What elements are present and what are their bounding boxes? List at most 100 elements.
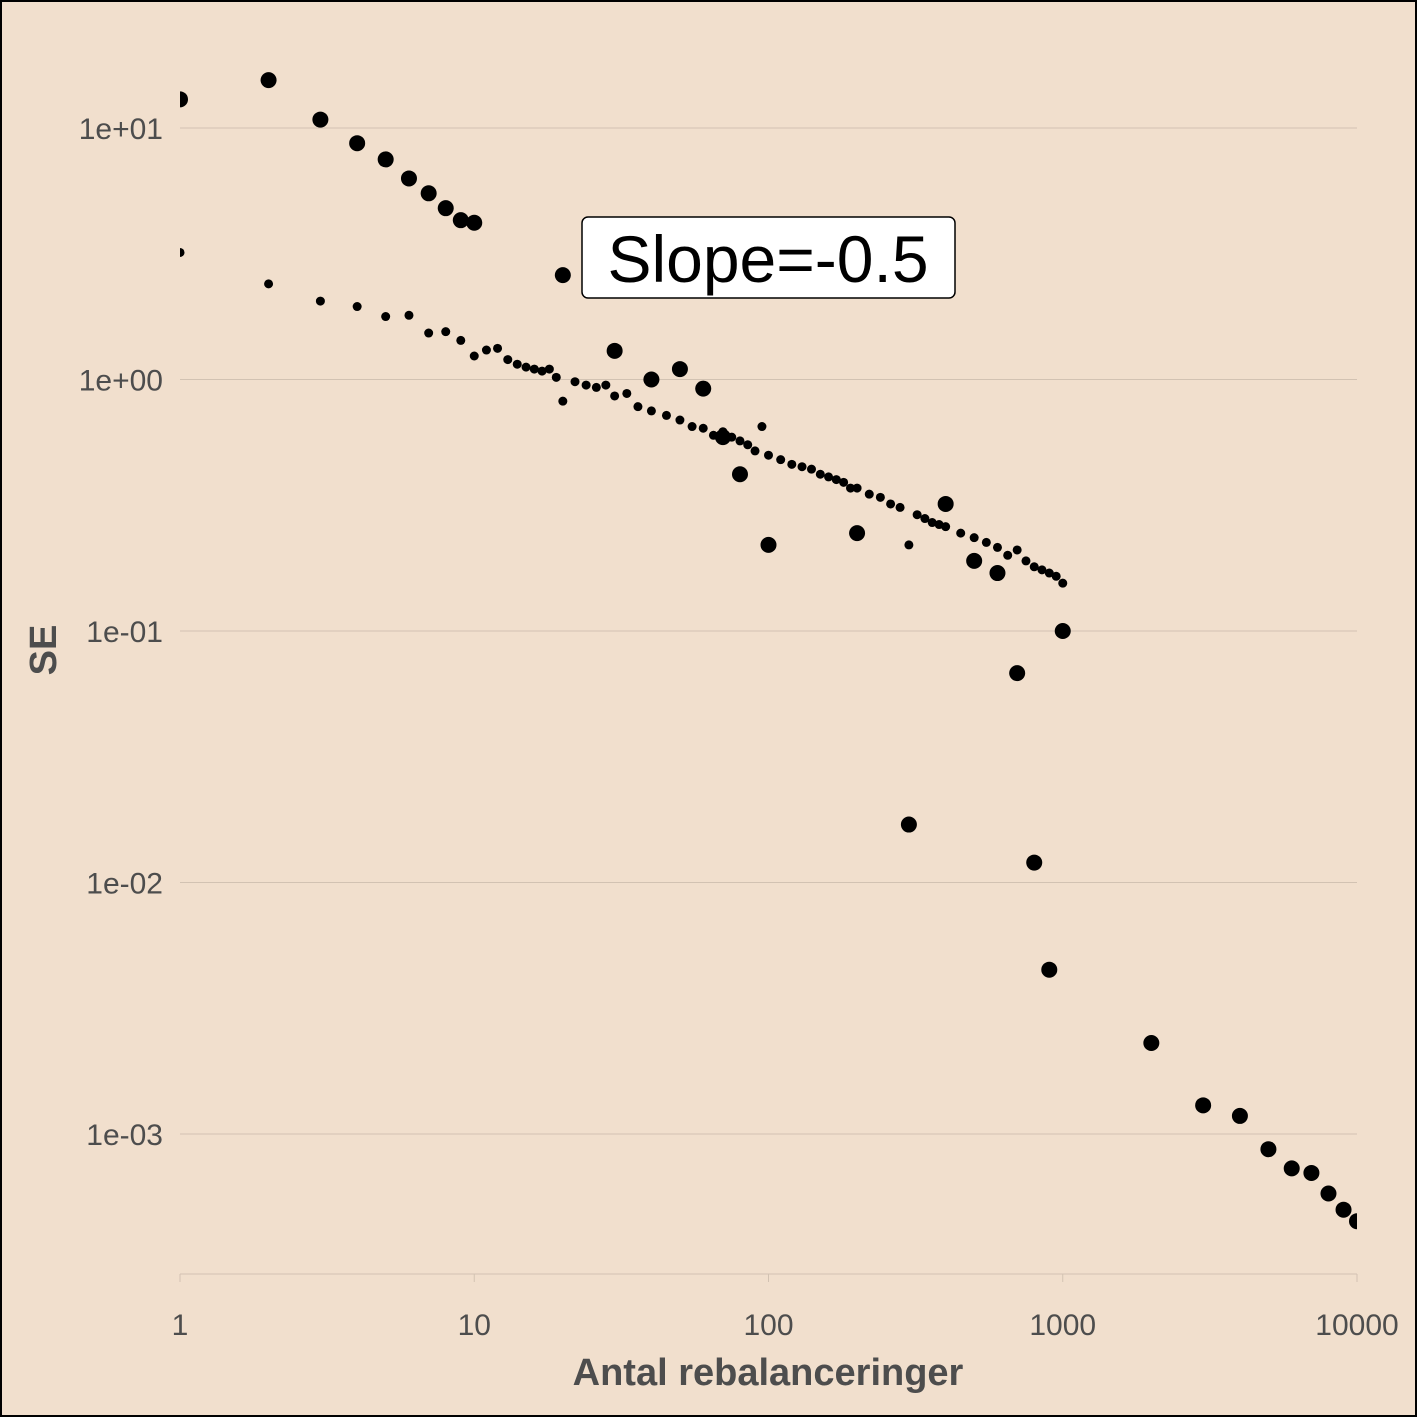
point-small xyxy=(315,296,325,306)
point-small xyxy=(503,355,513,365)
point-small xyxy=(570,377,580,387)
point-small xyxy=(886,499,896,509)
point-large xyxy=(989,565,1006,582)
point-large xyxy=(400,170,417,187)
point-small xyxy=(404,310,414,320)
x-tick-label: 100 xyxy=(743,1309,793,1342)
point-small xyxy=(956,528,966,538)
point-small xyxy=(815,469,825,479)
point-large xyxy=(671,361,688,378)
point-small xyxy=(864,489,874,499)
point-large xyxy=(695,380,712,397)
point-small xyxy=(551,372,561,382)
point-small xyxy=(512,359,522,369)
point-small xyxy=(904,540,914,550)
point-small xyxy=(750,446,760,456)
point-small xyxy=(895,502,905,512)
point-small xyxy=(544,364,554,374)
point-small xyxy=(1058,578,1068,588)
point-small xyxy=(776,455,786,465)
point-small xyxy=(824,472,834,482)
x-tick-label: 10000 xyxy=(1315,1309,1398,1342)
point-small xyxy=(381,312,391,322)
point-small xyxy=(1003,550,1013,560)
series-large-points xyxy=(180,72,1357,1230)
point-small xyxy=(735,436,745,446)
point-small xyxy=(352,302,362,312)
point-small xyxy=(831,475,841,485)
point-small xyxy=(764,450,773,460)
point-large xyxy=(1283,1160,1300,1177)
point-small xyxy=(441,327,451,337)
point-small xyxy=(537,366,547,376)
point-small xyxy=(601,380,611,390)
point-small xyxy=(493,343,503,353)
point-small xyxy=(456,335,466,345)
point-large xyxy=(1303,1164,1320,1181)
point-large xyxy=(466,214,483,231)
point-small xyxy=(787,459,797,469)
point-large xyxy=(1349,1213,1357,1230)
y-tick-label: 1e-03 xyxy=(86,1119,163,1152)
point-large xyxy=(437,200,454,217)
point-small xyxy=(743,440,753,450)
point-large xyxy=(349,135,366,152)
point-small xyxy=(610,391,620,401)
annotation-box xyxy=(581,216,956,299)
point-small xyxy=(698,423,708,433)
point-small xyxy=(687,422,697,432)
point-large xyxy=(554,267,571,284)
point-large xyxy=(1143,1035,1160,1052)
point-large xyxy=(1009,665,1026,682)
point-large xyxy=(643,371,660,388)
point-small xyxy=(581,380,591,390)
point-small xyxy=(912,510,922,520)
x-tick-label: 1 xyxy=(172,1309,189,1342)
point-small xyxy=(875,492,885,502)
annotation-label: Slope=-0.5 xyxy=(607,222,928,296)
point-large xyxy=(760,536,777,553)
y-axis-ticks: 1e-03 1e-02 1e-01 1e+00 1e+01 xyxy=(79,113,163,1152)
point-large xyxy=(714,429,731,446)
point-large xyxy=(849,525,866,542)
point-small xyxy=(529,364,539,374)
point-large xyxy=(1026,854,1043,871)
point-small xyxy=(469,351,479,361)
point-large xyxy=(180,91,188,108)
point-small xyxy=(1037,565,1047,575)
x-axis-ticks: 1 10 100 1000 10000 xyxy=(172,1274,1399,1342)
point-large xyxy=(1195,1097,1212,1114)
x-axis-title: Antal rebalanceringer xyxy=(573,1352,964,1394)
point-small xyxy=(1044,568,1054,578)
point-large xyxy=(731,466,748,483)
point-large xyxy=(900,816,917,833)
point-large xyxy=(312,111,329,128)
point-large xyxy=(1320,1185,1337,1202)
point-small xyxy=(852,483,862,493)
series-small-points xyxy=(180,247,1068,588)
point-small xyxy=(675,415,685,425)
point-small xyxy=(646,406,656,416)
point-small xyxy=(839,477,849,487)
point-small xyxy=(927,518,937,528)
point-large xyxy=(1260,1141,1277,1158)
point-small xyxy=(1012,545,1022,555)
point-large xyxy=(1054,623,1071,639)
point-small xyxy=(806,464,816,474)
point-small xyxy=(920,514,930,524)
point-small xyxy=(633,402,643,412)
point-small xyxy=(992,542,1002,552)
point-large xyxy=(377,151,394,168)
y-tick-label: 1e-01 xyxy=(86,616,163,649)
point-small xyxy=(622,388,632,398)
point-small xyxy=(521,362,531,372)
point-small xyxy=(424,328,434,338)
point-small xyxy=(1051,571,1061,581)
point-large xyxy=(1335,1201,1352,1218)
y-tick-label: 1e-02 xyxy=(86,868,163,901)
point-large xyxy=(937,495,954,512)
point-small xyxy=(180,247,185,257)
point-small xyxy=(264,279,274,289)
point-large xyxy=(1041,961,1058,978)
